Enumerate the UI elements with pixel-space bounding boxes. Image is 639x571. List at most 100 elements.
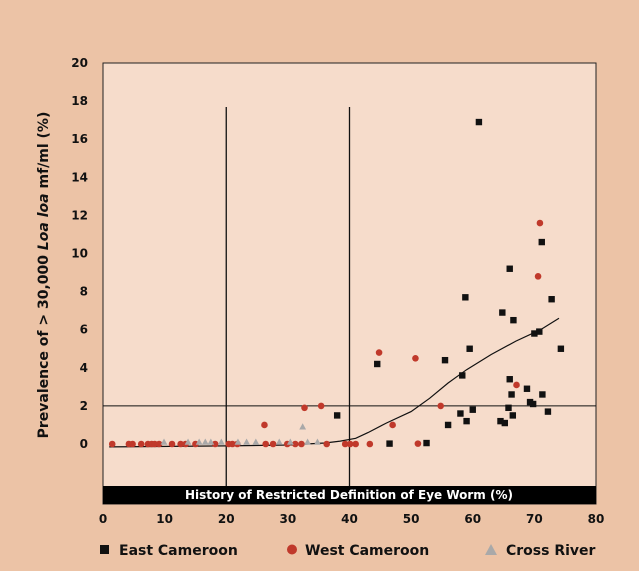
x-tick-label: 70 xyxy=(526,512,543,526)
point-east-cameroon xyxy=(531,330,538,337)
y-axis-label: Prevalence of > 30,000 Loa loa mf/ml (%) xyxy=(36,112,52,439)
point-cross-river xyxy=(207,438,215,445)
point-west-cameroon xyxy=(352,440,359,448)
point-east-cameroon xyxy=(469,406,476,413)
x-axis-label: History of Restricted Definition of Eye … xyxy=(185,488,513,502)
y-tick-label: 16 xyxy=(71,132,88,146)
point-east-cameroon xyxy=(475,118,483,126)
point-west-cameroon xyxy=(536,219,544,227)
point-west-cameroon xyxy=(375,349,383,356)
x-tick-label: 0 xyxy=(99,512,107,526)
legend-label-west-cameroon: West Cameroon xyxy=(305,543,429,559)
point-east-cameroon xyxy=(548,296,555,303)
legend-marker-cross-river xyxy=(485,544,497,555)
point-west-cameroon xyxy=(261,421,268,429)
y-tick-label: 18 xyxy=(71,94,88,108)
point-cross-river xyxy=(195,438,203,445)
point-west-cameroon xyxy=(513,381,520,389)
y-axis-label-italic: Loa loa xyxy=(36,193,52,250)
point-east-cameroon xyxy=(509,412,517,419)
point-east-cameroon xyxy=(506,376,513,383)
point-east-cameroon xyxy=(538,238,545,246)
y-axis-label-part-1: Prevalence of > 30,000 xyxy=(36,250,52,438)
point-cross-river xyxy=(160,438,168,445)
point-east-cameroon xyxy=(459,372,466,379)
point-west-cameroon xyxy=(389,421,396,429)
y-tick-label: 6 xyxy=(80,323,88,337)
point-west-cameroon xyxy=(211,440,219,448)
legend-label-cross-river: Cross River xyxy=(506,543,596,559)
point-east-cameroon xyxy=(374,360,381,368)
point-west-cameroon xyxy=(269,440,277,448)
y-tick-label: 4 xyxy=(80,361,88,375)
reference-lines xyxy=(103,107,596,486)
point-east-cameroon xyxy=(501,419,508,427)
x-tick-label: 60 xyxy=(464,512,481,526)
x-axis-label-bar xyxy=(103,486,596,504)
point-west-cameroon xyxy=(155,440,163,448)
point-west-cameroon xyxy=(129,440,136,448)
point-west-cameroon xyxy=(317,402,325,410)
x-tick-label: 80 xyxy=(588,512,605,526)
point-east-cameroon xyxy=(523,385,531,392)
point-east-cameroon xyxy=(510,316,517,324)
point-east-cameroon xyxy=(544,408,552,415)
point-cross-river xyxy=(304,438,311,445)
point-west-cameroon xyxy=(366,440,374,448)
point-cross-river xyxy=(286,438,294,445)
point-east-cameroon xyxy=(444,421,452,429)
point-east-cameroon xyxy=(499,309,506,316)
y-tick-label: 0 xyxy=(80,437,88,451)
point-cross-river xyxy=(184,438,192,445)
point-west-cameroon xyxy=(414,440,422,447)
y-tick-label: 20 xyxy=(71,56,88,70)
point-east-cameroon xyxy=(466,345,473,352)
legend-marker-east-cameroon xyxy=(100,545,109,554)
point-east-cameroon xyxy=(505,404,512,412)
point-west-cameroon xyxy=(262,440,269,448)
point-west-cameroon xyxy=(437,402,445,410)
y-tick-label: 10 xyxy=(71,247,88,261)
point-east-cameroon xyxy=(506,265,513,272)
y-tick-label: 14 xyxy=(71,170,88,184)
point-west-cameroon xyxy=(534,273,542,280)
point-west-cameroon xyxy=(346,440,354,448)
y-tick-label: 12 xyxy=(71,208,88,222)
y-tick-label: 2 xyxy=(80,399,88,413)
point-west-cameroon xyxy=(323,440,330,448)
point-west-cameroon xyxy=(341,440,349,448)
point-west-cameroon xyxy=(177,440,184,448)
legend-label-east-cameroon: East Cameroon xyxy=(119,543,238,559)
point-east-cameroon xyxy=(529,400,537,408)
point-east-cameroon xyxy=(508,391,515,398)
point-cross-river xyxy=(217,438,225,445)
x-tick-label: 30 xyxy=(280,512,297,526)
point-east-cameroon xyxy=(333,412,341,419)
point-cross-river xyxy=(275,438,283,445)
y-axis-label-part-3: mf/ml (%) xyxy=(36,112,52,194)
point-east-cameroon xyxy=(539,391,546,398)
point-cross-river xyxy=(314,438,321,445)
y-axis-ticks: 0 2 4 6 8 10 12 14 16 18 20 xyxy=(71,56,88,451)
data-points xyxy=(108,118,565,448)
point-east-cameroon xyxy=(457,410,464,417)
x-tick-label: 40 xyxy=(341,512,358,526)
x-tick-label: 20 xyxy=(218,512,235,526)
point-east-cameroon xyxy=(557,345,565,352)
point-west-cameroon xyxy=(298,440,305,448)
point-east-cameroon xyxy=(423,439,430,447)
point-east-cameroon xyxy=(497,417,504,425)
point-east-cameroon xyxy=(463,417,470,425)
point-west-cameroon xyxy=(301,404,308,412)
x-tick-label: 10 xyxy=(156,512,173,526)
point-cross-river xyxy=(243,438,250,445)
point-east-cameroon xyxy=(536,328,543,335)
point-east-cameroon xyxy=(386,440,393,447)
point-west-cameroon xyxy=(229,440,236,448)
legend-marker-west-cameroon xyxy=(287,544,297,555)
point-cross-river xyxy=(252,438,260,445)
point-west-cameroon xyxy=(291,440,299,448)
point-east-cameroon xyxy=(462,294,469,301)
point-west-cameroon xyxy=(412,354,419,362)
